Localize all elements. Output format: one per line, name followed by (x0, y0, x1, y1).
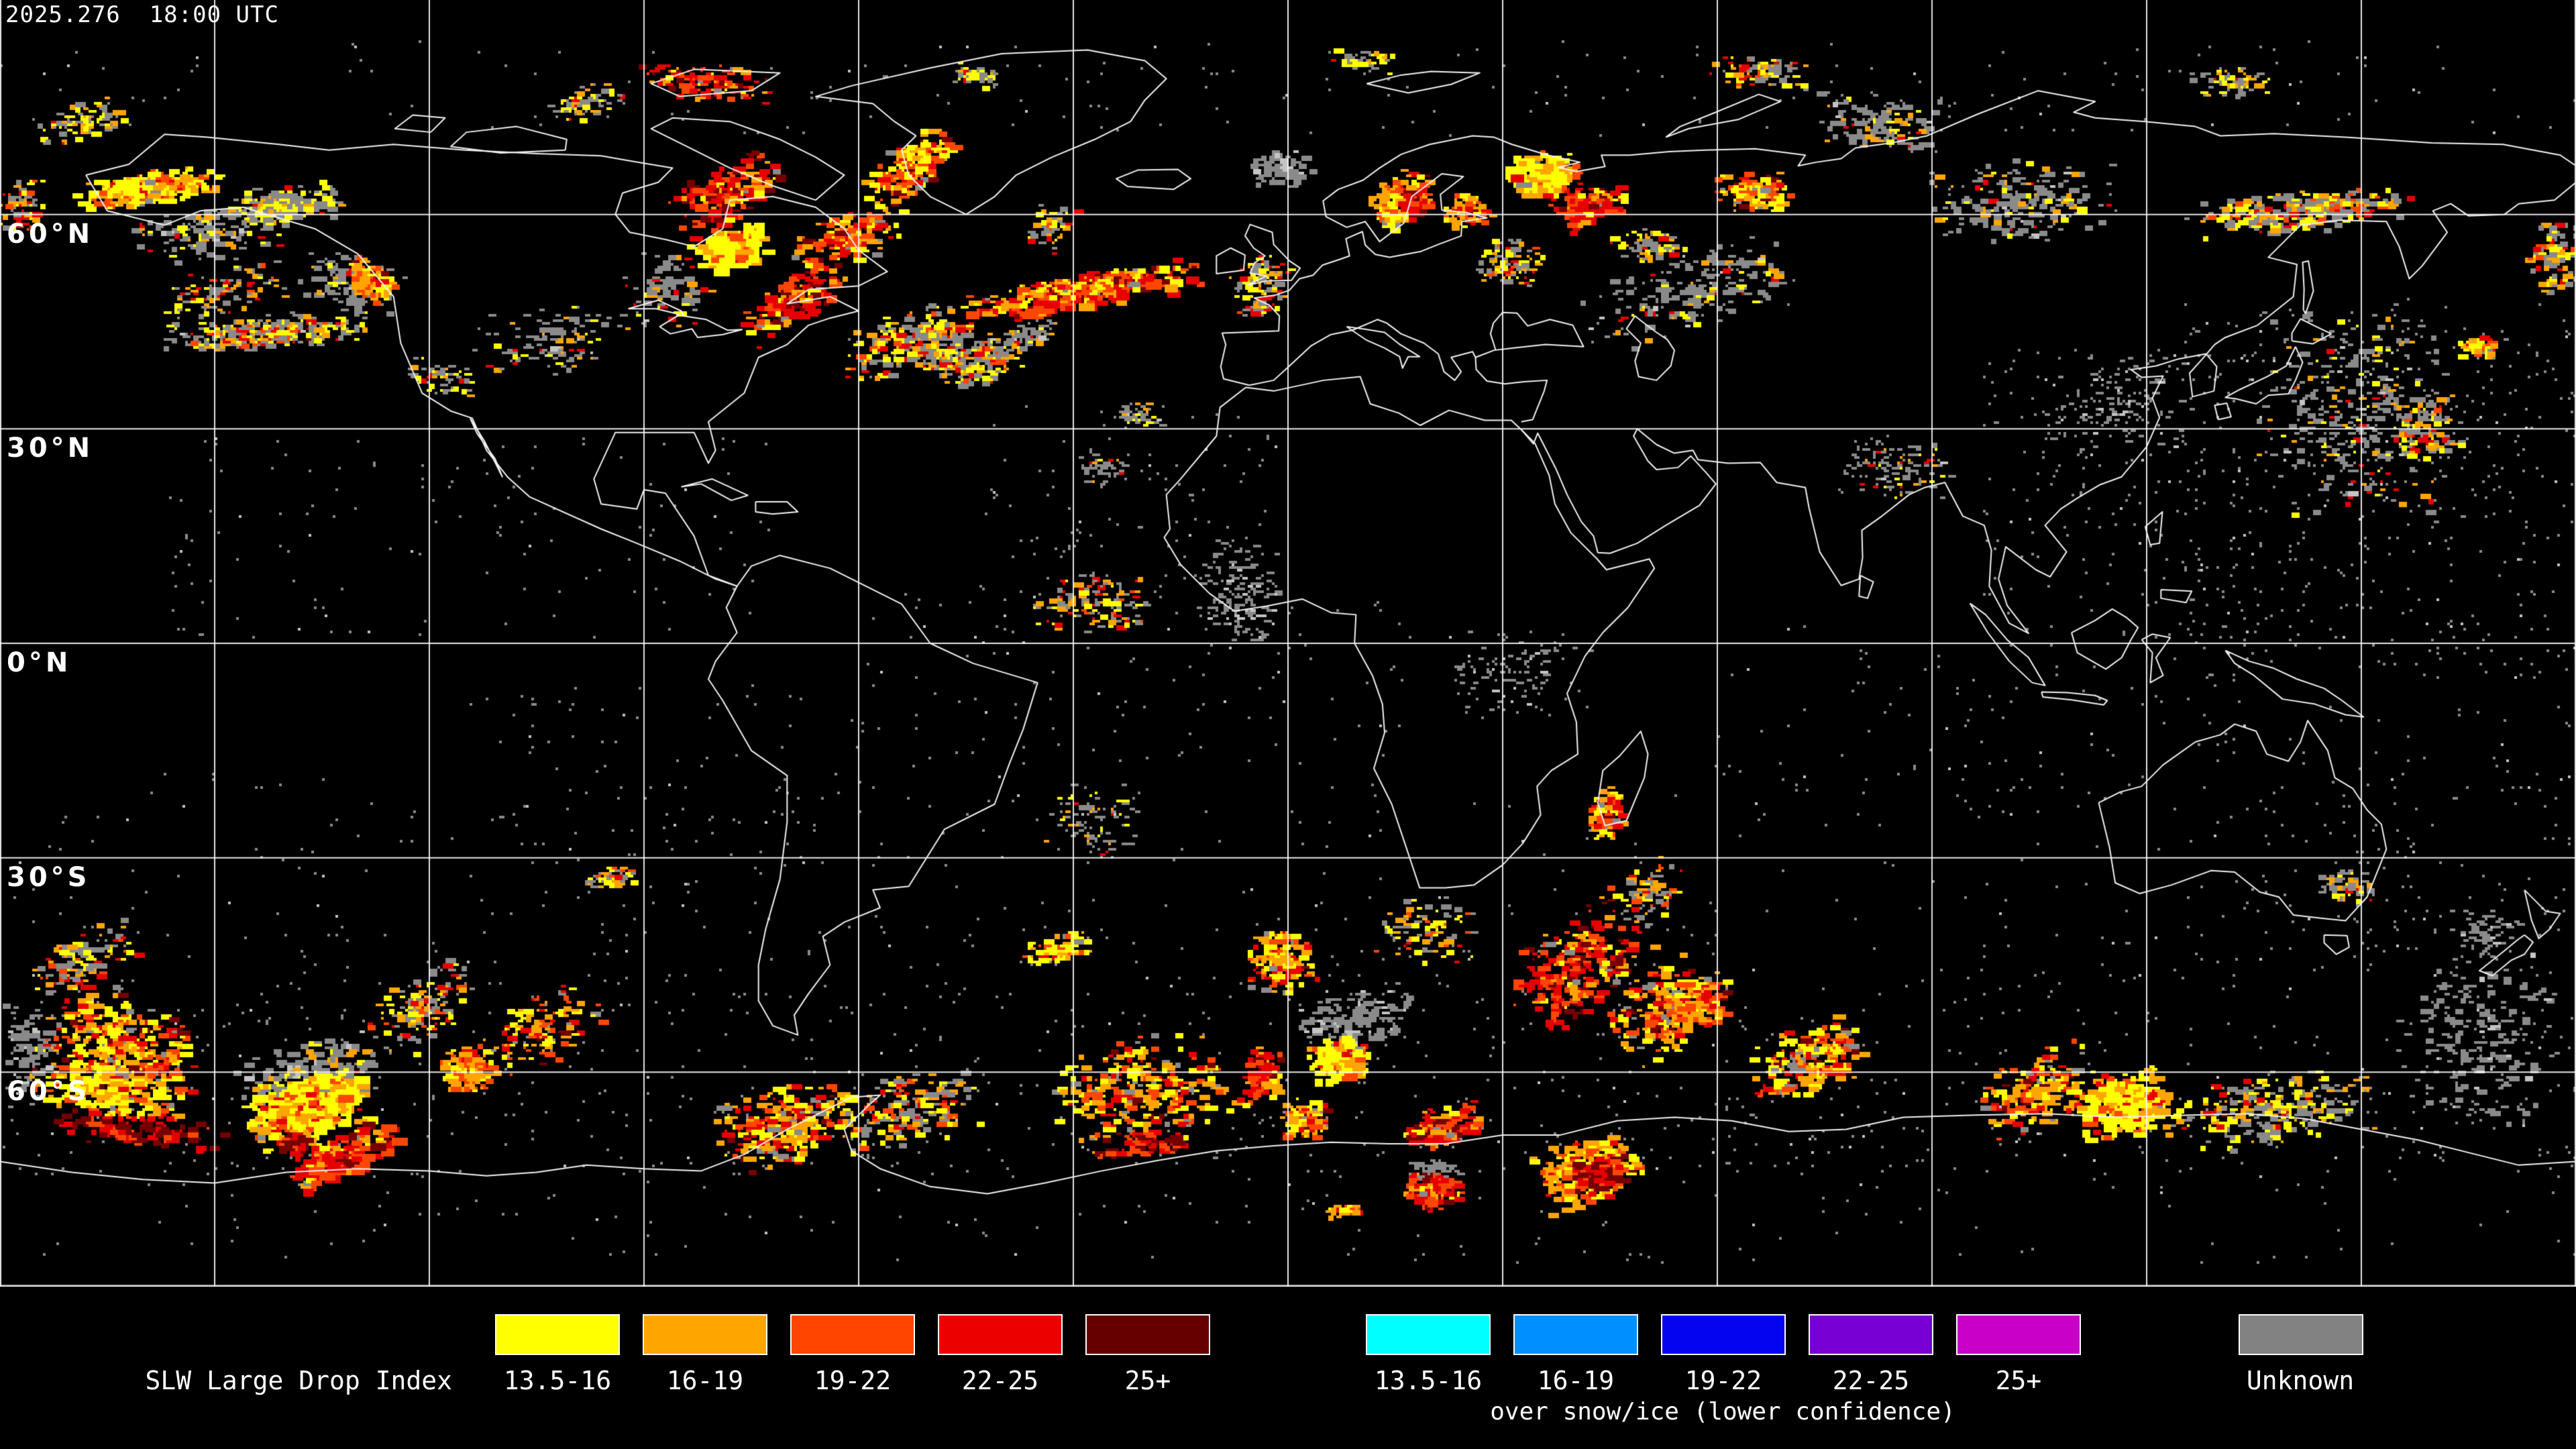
legend-swatch-16-19 (643, 1314, 767, 1355)
legend-swatch-25+ (1085, 1314, 1210, 1355)
legend-bin-label: 16-19 (666, 1366, 744, 1395)
legend-title: SLW Large Drop Index (145, 1366, 452, 1395)
lat-label-0N: 0°N (7, 647, 72, 678)
legend-bin-label: 22-25 (1832, 1366, 1910, 1395)
legend-snow-ice-caption: over snow/ice (lower confidence) (1490, 1398, 1955, 1426)
legend-swatch-13.5-16 (1366, 1314, 1491, 1355)
legend-unknown-swatch (2239, 1314, 2363, 1355)
legend-swatch-22-25 (1809, 1314, 1933, 1355)
legend-bin-label: 19-22 (1684, 1366, 1762, 1395)
lat-label-30N: 30°N (7, 433, 94, 464)
legend-bin-label: 22-25 (961, 1366, 1039, 1395)
legend-bin-label: 13.5-16 (503, 1366, 612, 1395)
legend-unknown-label: Unknown (2246, 1366, 2355, 1395)
legend-swatch-25+ (1956, 1314, 2081, 1355)
legend-bin-label: 13.5-16 (1374, 1366, 1483, 1395)
legend-bin-label: 25+ (1124, 1366, 1171, 1395)
legend-bin-label: 19-22 (814, 1366, 892, 1395)
legend-swatch-13.5-16 (495, 1314, 620, 1355)
lat-label-60N: 60°N (7, 218, 94, 250)
lat-label-60S: 60°S (7, 1076, 91, 1108)
legend-swatch-19-22 (1661, 1314, 1786, 1355)
legend-bin-label: 25+ (1995, 1366, 2042, 1395)
legend-swatch-19-22 (790, 1314, 915, 1355)
lat-label-30S: 30°S (7, 861, 91, 893)
legend-swatch-22-25 (938, 1314, 1063, 1355)
legend-swatch-16-19 (1513, 1314, 1638, 1355)
timestamp: 2025.276 18:00 UTC (5, 1, 279, 28)
legend-bin-label: 16-19 (1537, 1366, 1615, 1395)
legend: SLW Large Drop Index 13.5-16 16-19 19-22 22… (0, 1287, 2576, 1449)
world-map-canvas (0, 0, 2576, 1288)
